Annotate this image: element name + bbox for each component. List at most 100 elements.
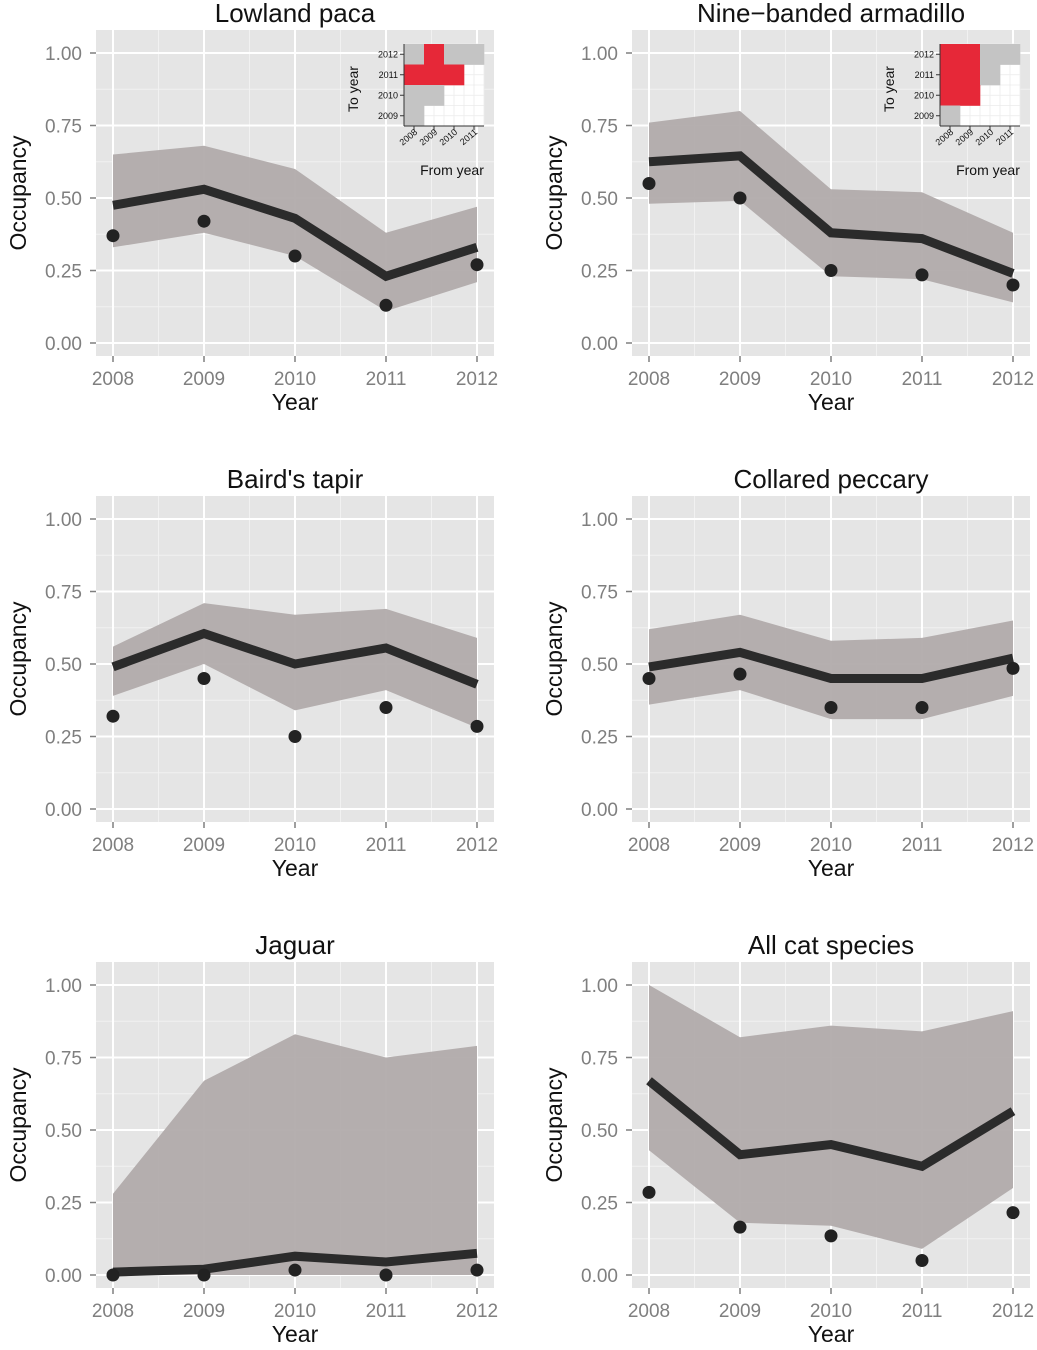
y-tick-label: 1.00	[581, 510, 618, 531]
x-tick-label: 2010	[810, 369, 852, 390]
inset-cell-red	[424, 64, 445, 86]
chart-panel-5: 0.00 0.25 0.50 0.75 1.00 2008 2009 2010 2011 2012…	[5, 930, 498, 1347]
chart-panel-2: 0.00 0.25 0.50 0.75 1.00 2008 2009 2010 2011 2012…	[541, 0, 1034, 415]
y-tick-label: 0.50	[45, 189, 82, 210]
chart-title: Nine−banded armadillo	[697, 0, 965, 28]
inset-cell-red	[444, 64, 465, 86]
x-tick-label: 2009	[719, 835, 761, 856]
chart-panel-6: 0.00 0.25 0.50 0.75 1.00 2008 2009 2010 2011 2012…	[541, 930, 1034, 1347]
inset-y-tick-label: 2009	[378, 111, 398, 121]
inset-y-tick-label: 2009	[914, 111, 934, 121]
y-tick-label: 0.00	[581, 800, 618, 821]
observed-point	[642, 177, 656, 190]
observed-point	[288, 730, 302, 743]
x-tick-label: 2010	[810, 1301, 852, 1322]
x-tick-label: 2010	[274, 835, 316, 856]
y-tick-label: 0.00	[45, 800, 82, 821]
x-tick-label: 2010	[274, 369, 316, 390]
observed-point	[733, 667, 747, 681]
x-axis-title: Year	[808, 855, 855, 881]
chart-title: Jaguar	[255, 930, 335, 960]
inset-cell-grey	[404, 44, 425, 65]
observed-point	[106, 1268, 120, 1282]
y-tick-label: 0.75	[45, 583, 82, 604]
inset-y-tick-label: 2011	[915, 70, 934, 80]
x-tick-label: 2008	[92, 835, 134, 856]
y-tick-label: 0.75	[581, 117, 618, 138]
y-tick-label: 0.00	[581, 334, 618, 355]
y-tick-label: 0.50	[45, 1121, 82, 1142]
observed-point	[1006, 661, 1020, 675]
observed-point	[197, 1268, 211, 1282]
y-axis-title: Occupancy	[5, 135, 31, 251]
y-tick-label: 0.50	[581, 655, 618, 676]
observed-point	[288, 249, 302, 263]
confidence-band	[649, 985, 1013, 1249]
observed-point	[915, 268, 929, 282]
inset-y-tick-label: 2012	[378, 49, 398, 59]
x-axis-title: Year	[808, 389, 855, 415]
y-axis-title: Occupancy	[541, 1067, 567, 1183]
observed-point	[470, 719, 484, 733]
x-tick-label: 2008	[92, 369, 134, 390]
x-tick-label: 2009	[183, 1301, 225, 1322]
occupancy-line	[646, 1077, 1016, 1172]
y-tick-label: 1.00	[45, 510, 82, 531]
y-axis-title: Occupancy	[5, 601, 31, 717]
observed-point	[379, 701, 393, 714]
x-tick-label: 2010	[810, 835, 852, 856]
chart-panel-3: 0.00 0.25 0.50 0.75 1.00 2008 2009 2010 2011 2012…	[5, 464, 498, 881]
y-tick-label: 0.50	[45, 655, 82, 676]
y-tick-label: 0.25	[581, 262, 618, 283]
y-tick-label: 1.00	[45, 44, 82, 65]
y-axis-title: Occupancy	[5, 1067, 31, 1183]
x-tick-label: 2011	[366, 1301, 407, 1322]
x-tick-label: 2008	[628, 1301, 670, 1322]
x-tick-label: 2011	[366, 835, 407, 856]
inset-y-axis-title: To year	[345, 66, 361, 112]
y-tick-label: 0.25	[45, 1194, 82, 1215]
x-tick-label: 2009	[719, 369, 761, 390]
y-tick-label: 0.75	[45, 1049, 82, 1070]
inset-cell-grey	[1000, 44, 1021, 65]
x-axis-title: Year	[808, 1321, 855, 1347]
observed-point	[106, 709, 120, 723]
y-tick-label: 0.25	[45, 728, 82, 749]
y-tick-label: 0.75	[45, 117, 82, 138]
y-tick-label: 0.25	[581, 728, 618, 749]
x-axis-title: Year	[272, 389, 319, 415]
y-tick-label: 0.50	[581, 1121, 618, 1142]
x-tick-label: 2011	[902, 1301, 943, 1322]
inset-cell-red	[960, 64, 981, 86]
occupancy-line	[648, 647, 1014, 683]
inset-cell-red	[404, 64, 425, 86]
observed-point	[824, 701, 838, 714]
inset-cell-grey	[980, 44, 1001, 65]
inset-cell-red	[940, 64, 961, 86]
x-tick-label: 2012	[992, 835, 1034, 856]
x-tick-label: 2011	[366, 369, 407, 390]
x-tick-label: 2011	[902, 835, 943, 856]
observed-point	[642, 1185, 656, 1199]
chart-panel-4: 0.00 0.25 0.50 0.75 1.00 2008 2009 2010 2011 2012…	[541, 464, 1034, 881]
observed-point	[106, 229, 120, 243]
inset-y-axis-title: To year	[881, 66, 897, 112]
observed-point	[379, 298, 393, 312]
x-tick-label: 2012	[456, 369, 498, 390]
x-tick-label: 2012	[992, 369, 1034, 390]
y-tick-label: 0.25	[581, 1194, 618, 1215]
inset-cell-red	[960, 85, 981, 106]
chart-title: Baird's tapir	[227, 464, 364, 494]
x-tick-label: 2008	[92, 1301, 134, 1322]
observed-point	[824, 1229, 838, 1243]
inset-cell-grey	[444, 44, 465, 65]
x-tick-label: 2009	[183, 835, 225, 856]
observed-point	[733, 191, 747, 205]
inset-y-tick-label: 2012	[914, 49, 934, 59]
y-tick-label: 0.00	[45, 334, 82, 355]
chart-panel-1: 0.00 0.25 0.50 0.75 1.00 2008 2009 2010 2011 2012…	[5, 0, 498, 415]
occupancy-line	[648, 151, 1015, 278]
x-tick-label: 2009	[183, 369, 225, 390]
inset-cell-grey	[940, 105, 961, 127]
